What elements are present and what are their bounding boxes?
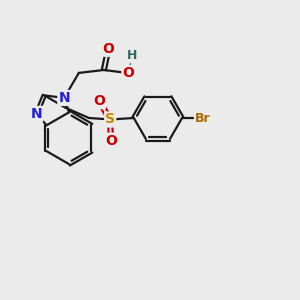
Text: O: O [93, 94, 105, 108]
Text: Br: Br [195, 112, 211, 124]
Text: O: O [122, 66, 134, 80]
Text: O: O [105, 134, 117, 148]
Text: H: H [127, 49, 137, 62]
Text: N: N [58, 91, 70, 105]
Text: O: O [102, 42, 114, 56]
Text: S: S [105, 112, 115, 127]
Text: N: N [31, 107, 42, 121]
